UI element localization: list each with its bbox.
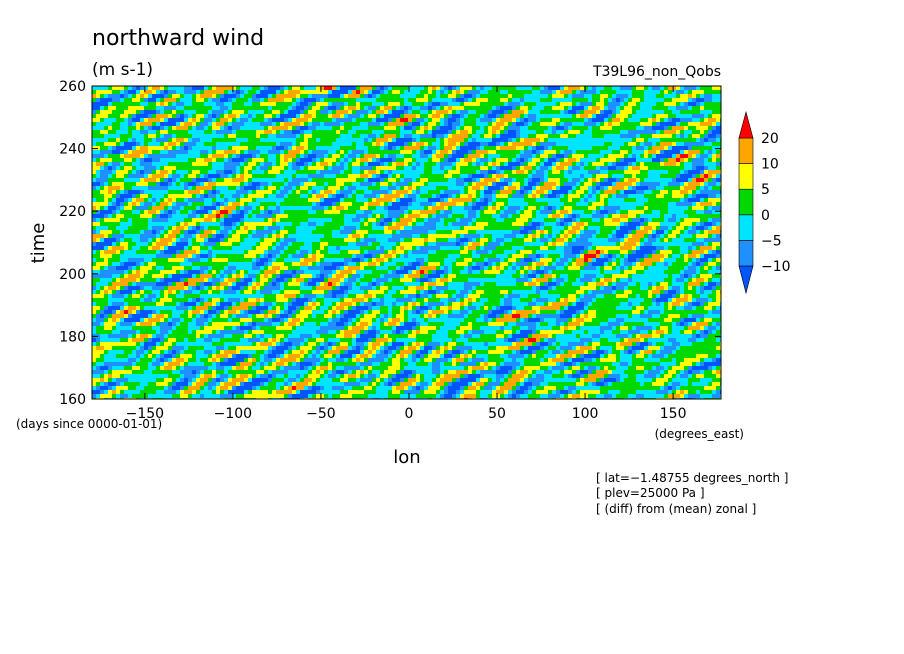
y-axis-title: time bbox=[28, 223, 49, 264]
colorbar-box bbox=[738, 240, 754, 267]
y-tick-label: 180 bbox=[59, 329, 86, 345]
y-tick-label: 220 bbox=[59, 204, 86, 220]
y-tick-label: 200 bbox=[59, 267, 86, 283]
colorbar-label: 5 bbox=[761, 182, 770, 198]
plot-frame bbox=[91, 85, 722, 400]
x-tick-label: 0 bbox=[405, 406, 414, 422]
colorbar-max-triangle bbox=[738, 110, 754, 139]
colorbar-label: 0 bbox=[761, 208, 770, 224]
x-tick-label: 50 bbox=[488, 406, 506, 422]
x-tick-label: −150 bbox=[126, 406, 164, 422]
run-label: T39L96_non_Qobs bbox=[592, 64, 721, 80]
colorbar-label: 10 bbox=[761, 157, 779, 173]
plot-area bbox=[92, 86, 721, 399]
y-tick-label: 260 bbox=[59, 79, 86, 95]
x-tick-label: 150 bbox=[660, 406, 687, 422]
colorbar-label: −10 bbox=[761, 259, 791, 275]
colorbar-label: 20 bbox=[761, 131, 779, 147]
colorbar-box bbox=[738, 137, 754, 164]
colorbar-box bbox=[738, 188, 754, 216]
x-axis-title: lon bbox=[393, 447, 420, 468]
annotation-plev: [ plev=25000 Pa ] bbox=[596, 486, 705, 500]
colorbar-min-triangle bbox=[738, 265, 754, 295]
x-units-label: (degrees_east) bbox=[655, 427, 744, 441]
colorbar-label: −5 bbox=[761, 233, 782, 249]
y-units-label: (days since 0000-01-01) bbox=[16, 417, 162, 431]
x-tick-label: 100 bbox=[572, 406, 599, 422]
chart-units: (m s-1) bbox=[92, 60, 153, 80]
annotation-diff: [ (diff) from (mean) zonal ] bbox=[596, 502, 756, 516]
y-tick-label: 240 bbox=[59, 142, 86, 158]
x-axis: −150 −100 −50 0 50 100 150 bbox=[126, 86, 687, 422]
colorbar-box bbox=[738, 214, 754, 241]
y-axis: 160 180 200 220 240 260 bbox=[59, 79, 721, 408]
annotation-lat: [ lat=−1.48755 degrees_north ] bbox=[596, 471, 788, 485]
chart-title: northward wind bbox=[92, 26, 264, 51]
colorbar: −10 −5 0 5 10 20 bbox=[738, 110, 791, 295]
y-tick-label: 160 bbox=[59, 392, 86, 408]
colorbar-box bbox=[738, 163, 754, 190]
x-tick-label: −100 bbox=[214, 406, 252, 422]
x-tick-label: −50 bbox=[306, 406, 336, 422]
